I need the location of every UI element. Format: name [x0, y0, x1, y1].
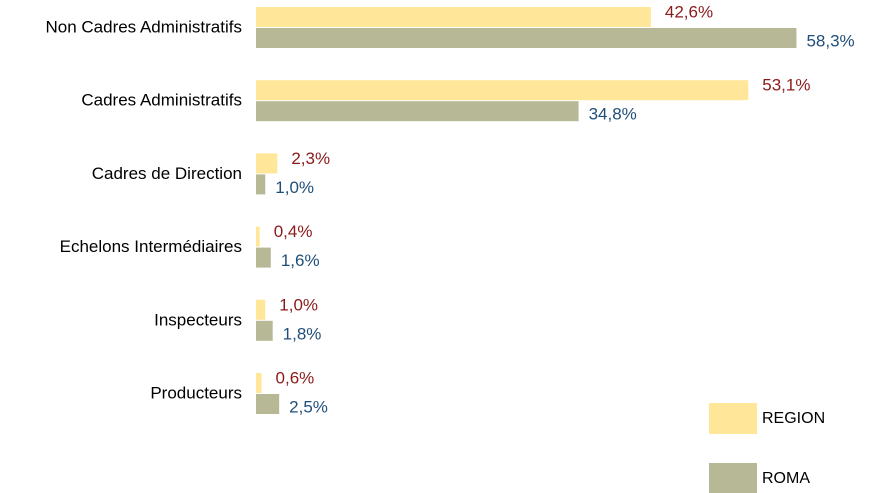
value-label: 2,3%	[291, 149, 330, 168]
bar	[256, 153, 278, 174]
bar	[256, 226, 260, 247]
bar	[256, 373, 262, 393]
bar	[256, 80, 749, 101]
value-label: 1,0%	[279, 295, 318, 314]
value-label: 42,6%	[665, 2, 713, 21]
category-label: Producteurs	[150, 383, 242, 402]
value-label: 2,5%	[289, 397, 328, 416]
bar	[256, 101, 579, 122]
bar	[256, 299, 266, 320]
legend-swatch	[709, 403, 757, 434]
value-label: 0,4%	[274, 222, 313, 241]
value-label: 53,1%	[762, 76, 810, 95]
category-label: Cadres de Direction	[92, 164, 242, 183]
category-label: Echelons Intermédiaires	[60, 237, 242, 256]
legend-label: REGION	[762, 410, 825, 427]
value-label: 1,6%	[281, 251, 320, 270]
value-label: 1,0%	[275, 178, 314, 197]
legend-label: ROMA	[762, 470, 810, 487]
bar	[256, 394, 280, 414]
legend-swatch	[709, 463, 757, 493]
value-label: 0,6%	[276, 368, 315, 387]
bar	[256, 320, 273, 341]
value-label: 1,8%	[283, 324, 322, 343]
bar	[256, 7, 651, 27]
category-label: Inspecteurs	[154, 310, 242, 329]
category-label: Cadres Administratifs	[81, 91, 242, 110]
bar	[256, 174, 266, 195]
bar	[256, 28, 797, 48]
value-label: 58,3%	[806, 31, 854, 50]
value-label: 34,8%	[589, 105, 637, 124]
category-label: Non Cadres Administratifs	[45, 17, 242, 36]
bar	[256, 247, 271, 268]
